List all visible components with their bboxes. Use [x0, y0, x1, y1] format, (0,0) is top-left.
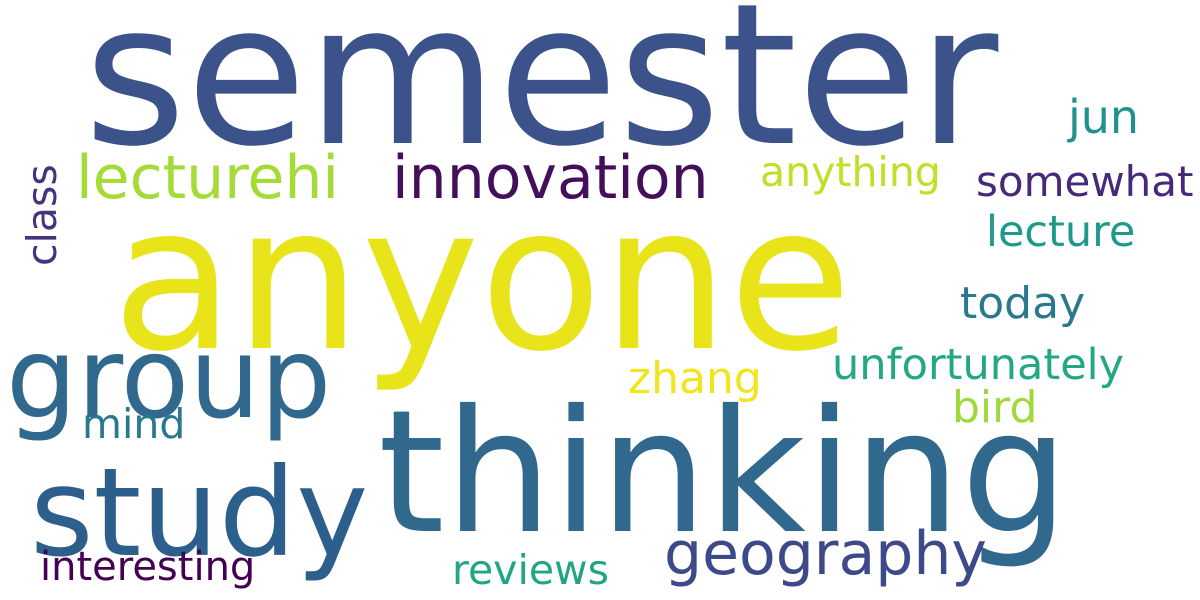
word-group: group [6, 314, 332, 444]
word-mind: mind [82, 400, 186, 448]
word-bird: bird [952, 382, 1038, 433]
word-class: class [18, 164, 66, 266]
word-somewhat: somewhat [976, 157, 1194, 206]
word-thinking: thinking [378, 374, 1069, 572]
word-innovation: innovation [392, 143, 709, 213]
word-semester: semester [84, 0, 999, 190]
word-today: today [960, 278, 1086, 329]
word-anything: anything [760, 148, 941, 196]
word-reviews: reviews [452, 546, 609, 594]
word-geography: geography [664, 519, 987, 589]
word-zhang: zhang [628, 353, 762, 404]
word-lecturehi: lecturehi [76, 143, 340, 213]
word-interesting: interesting [40, 544, 256, 590]
word-lecture: lecture [986, 207, 1136, 257]
word-jun: jun [1068, 90, 1140, 144]
word-unfortunately: unfortunately [832, 340, 1125, 390]
word-anyone: anyone [112, 163, 852, 396]
word-study: study [30, 442, 369, 584]
